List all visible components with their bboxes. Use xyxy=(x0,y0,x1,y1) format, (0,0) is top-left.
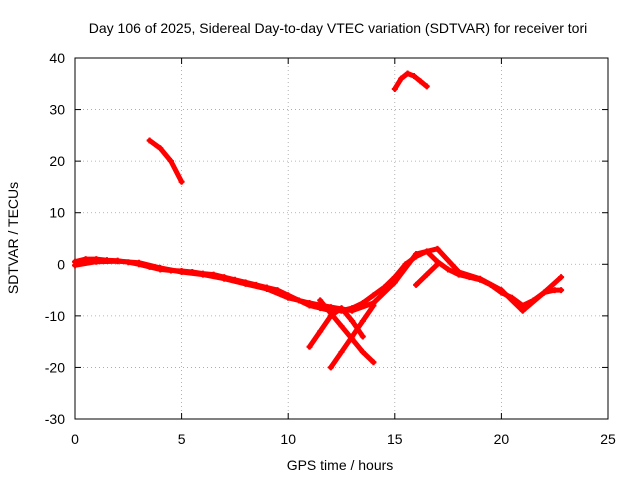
series-secondary-trace xyxy=(72,245,565,314)
data-point xyxy=(306,343,313,350)
data-point xyxy=(263,286,270,293)
data-point xyxy=(157,145,164,152)
y-tick-label: 20 xyxy=(49,153,65,169)
data-point xyxy=(498,287,505,294)
data-point xyxy=(178,269,185,276)
data-point xyxy=(327,310,334,317)
data-point xyxy=(398,75,405,82)
data-point xyxy=(317,328,324,335)
data-point xyxy=(221,275,228,282)
y-tick-label: 10 xyxy=(49,205,65,221)
data-point xyxy=(359,333,366,340)
data-point xyxy=(477,275,484,282)
data-point xyxy=(558,274,565,281)
data-point xyxy=(114,258,121,265)
data-point xyxy=(72,262,78,269)
data-point xyxy=(434,261,441,268)
data-point xyxy=(199,271,206,278)
x-axis-label: GPS time / hours xyxy=(287,457,394,473)
series-layer xyxy=(72,70,565,371)
plot-frame xyxy=(74,57,609,420)
x-tick-label: 20 xyxy=(494,431,510,447)
y-tick-label: 30 xyxy=(49,102,65,118)
grid xyxy=(75,58,608,419)
data-point xyxy=(391,85,398,92)
data-point xyxy=(285,294,292,301)
data-point xyxy=(413,281,420,288)
data-point xyxy=(306,299,313,306)
data-point xyxy=(349,333,356,340)
x-tick-label: 5 xyxy=(178,431,186,447)
y-tick-label: 0 xyxy=(57,256,65,272)
data-point xyxy=(157,264,164,271)
chart-title: Day 106 of 2025, Sidereal Day-to-day VTE… xyxy=(89,20,588,36)
series-line xyxy=(317,297,376,365)
axis-ticks: 0 5 10 15 20 25 -30 -20 -10 0 10 20 30 40 xyxy=(45,50,616,447)
y-tick-label: -10 xyxy=(45,308,65,324)
data-point xyxy=(370,292,377,299)
series-rise-trace xyxy=(413,261,441,288)
data-point xyxy=(338,323,345,330)
data-point xyxy=(178,178,185,185)
data-point xyxy=(349,307,356,314)
data-point xyxy=(338,348,345,355)
y-tick-label: -30 xyxy=(45,411,65,427)
data-point xyxy=(359,318,366,325)
data-point xyxy=(167,158,174,165)
data-point xyxy=(317,297,324,304)
data-point xyxy=(370,302,377,309)
data-point xyxy=(359,348,366,355)
data-point xyxy=(519,307,526,314)
series-cross-trace-2 xyxy=(317,297,377,366)
x-tick-label: 10 xyxy=(280,431,296,447)
data-point xyxy=(455,269,462,276)
series-isolated-segment-2 xyxy=(391,70,430,92)
y-tick-label: -20 xyxy=(45,359,65,375)
series-isolated-segment-1 xyxy=(146,137,185,185)
data-point xyxy=(423,271,430,278)
data-point xyxy=(445,266,452,273)
x-tick-label: 25 xyxy=(600,431,616,447)
x-tick-label: 15 xyxy=(387,431,403,447)
data-point xyxy=(338,305,345,312)
data-point xyxy=(434,245,441,252)
data-point xyxy=(135,259,142,266)
y-tick-label: 40 xyxy=(49,50,65,66)
x-tick-label: 0 xyxy=(71,431,79,447)
data-point xyxy=(146,137,153,144)
data-point xyxy=(551,287,558,294)
data-point xyxy=(404,70,411,77)
series-cross-trace-3 xyxy=(327,302,377,371)
data-point xyxy=(413,250,420,257)
data-point xyxy=(391,279,398,286)
data-point xyxy=(423,83,430,90)
data-point xyxy=(558,287,565,294)
data-point xyxy=(410,73,417,80)
data-point xyxy=(541,289,548,296)
y-axis-label: SDTVAR / TECUs xyxy=(5,182,21,294)
data-point xyxy=(327,364,334,371)
data-point xyxy=(417,78,424,85)
data-point xyxy=(93,258,100,265)
series-line xyxy=(147,138,185,185)
series-line xyxy=(307,305,366,350)
data-point xyxy=(349,318,356,325)
data-point xyxy=(242,280,249,287)
series-line xyxy=(72,246,564,314)
data-point xyxy=(370,359,377,366)
